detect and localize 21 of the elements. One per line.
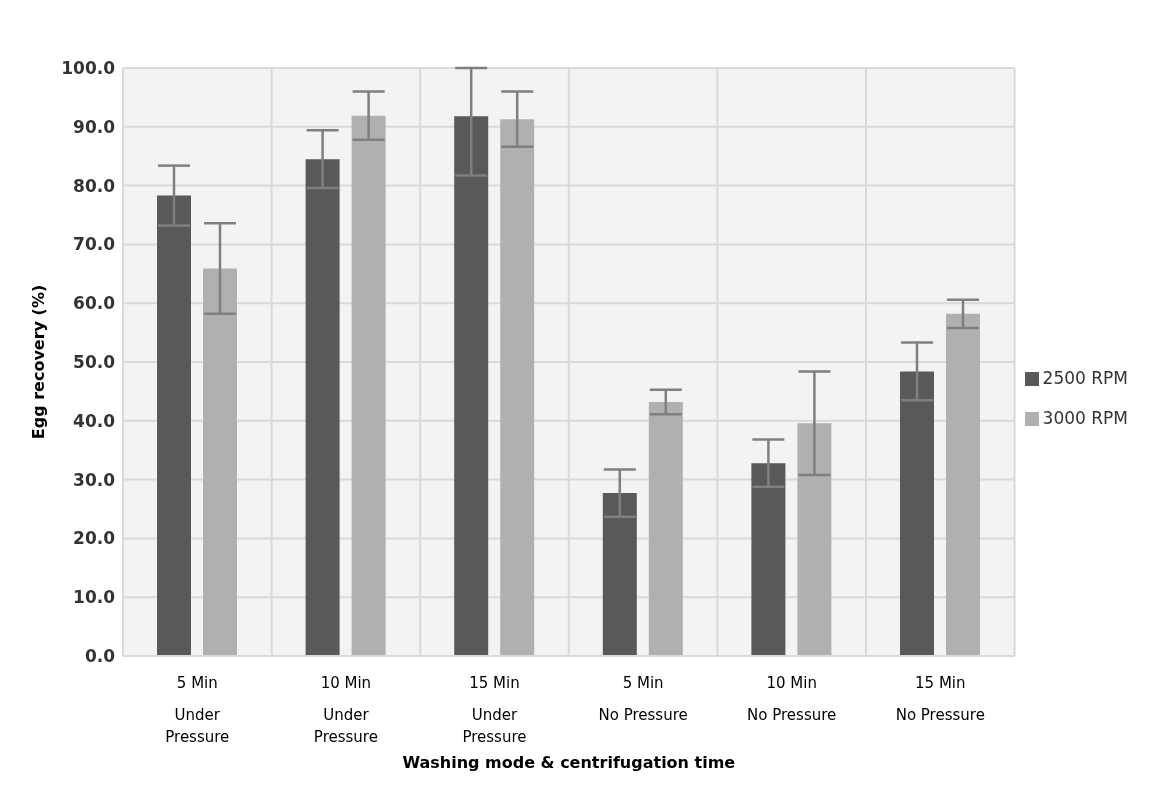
x-tick-label: 10 Min No Pressure: [747, 674, 837, 724]
y-axis-title: Egg recovery (%): [28, 284, 48, 440]
y-tick-label: 50.0: [73, 352, 116, 373]
x-tick-label: 15 Min No Pressure: [895, 674, 985, 724]
y-tick-label: 0.0: [84, 646, 116, 667]
x-tick-label: 10 Min Under Pressure: [313, 674, 378, 746]
x-tick-label: 15 Min Under Pressure: [462, 674, 527, 746]
x-axis-title: Washing mode & centrifugation time: [402, 753, 736, 772]
y-tick-label: 70.0: [73, 234, 116, 255]
y-tick-label: 60.0: [73, 293, 116, 314]
y-tick-label: 30.0: [73, 469, 116, 490]
y-tick-label: 100.0: [61, 58, 116, 79]
y-tick-label: 20.0: [73, 528, 116, 549]
x-tick-label: 5 Min No Pressure: [598, 674, 688, 724]
y-tick-label: 80.0: [73, 175, 116, 196]
y-tick-label: 10.0: [73, 587, 116, 608]
y-tick-label: 90.0: [73, 116, 116, 137]
y-tick-label: 40.0: [73, 410, 116, 431]
legend-label: 3000 RPM: [1042, 408, 1128, 428]
x-tick-label: 5 Min Under Pressure: [165, 674, 230, 746]
legend-label: 2500 RPM: [1042, 368, 1128, 388]
